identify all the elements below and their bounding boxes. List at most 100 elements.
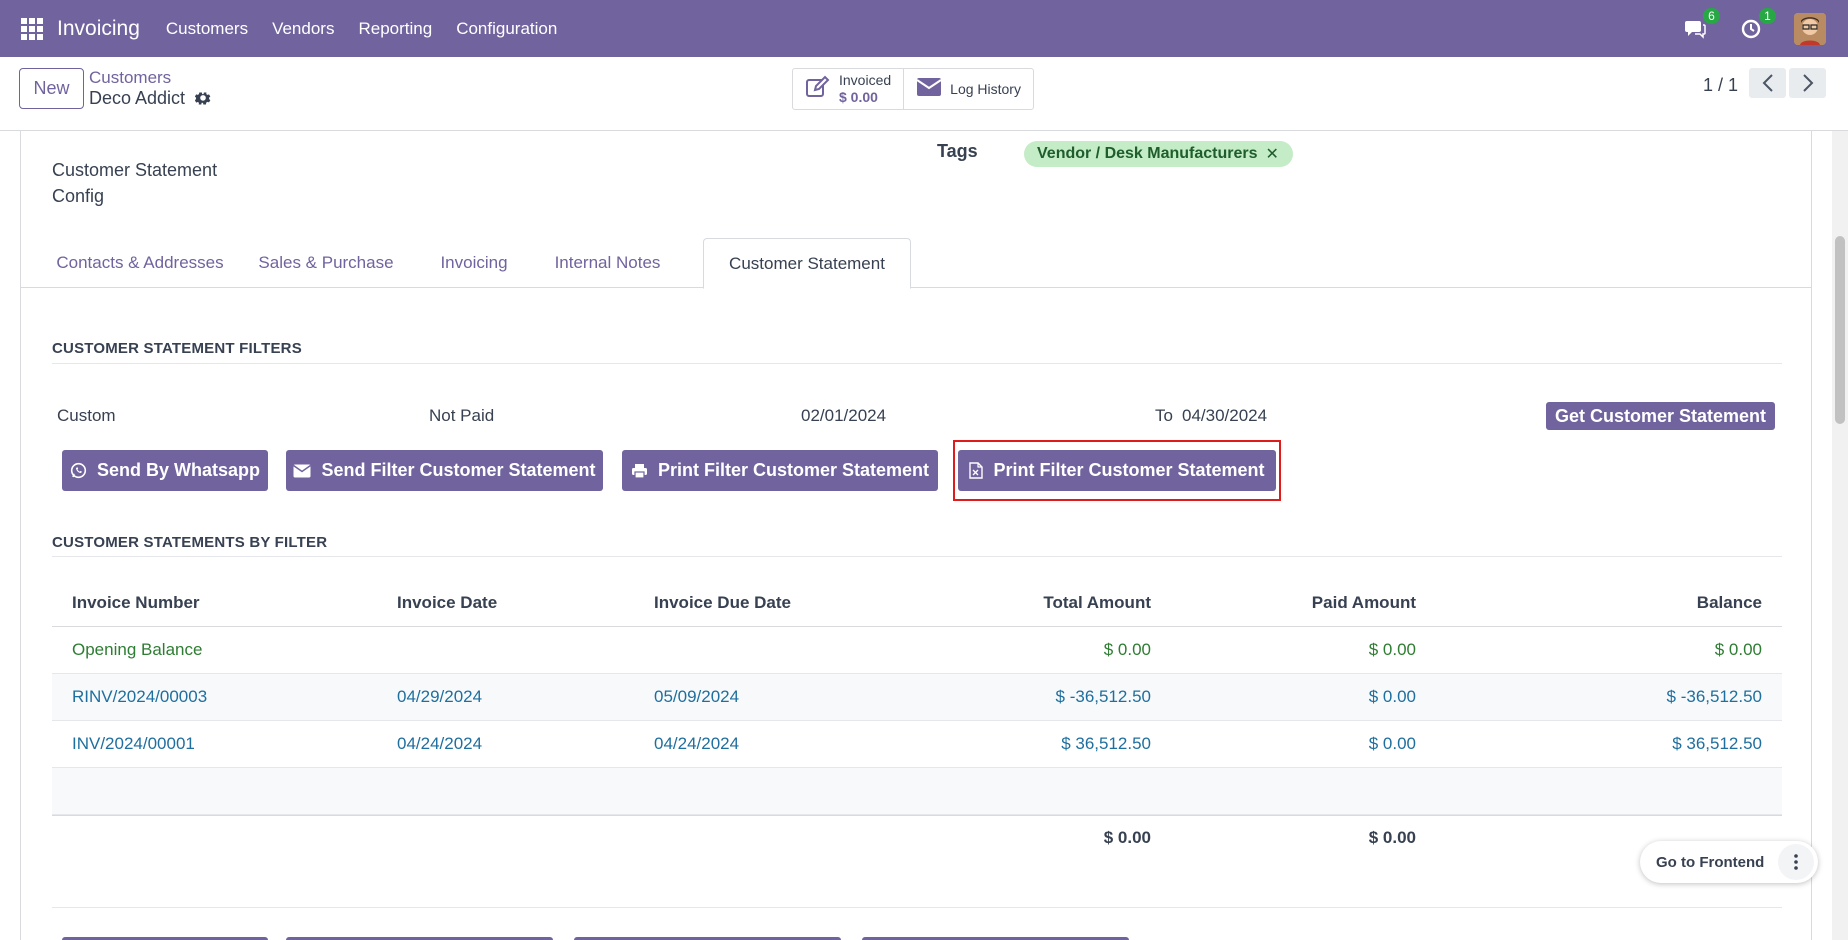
smart-buttons: Invoiced $ 0.00 Log History [792, 68, 1034, 110]
period-select[interactable]: Custom [57, 406, 116, 425]
cell-total-amount: $ 36,512.50 [1061, 734, 1151, 753]
tab-internal-notes[interactable]: Internal Notes [554, 253, 661, 272]
col-balance[interactable]: Balance [1696, 592, 1762, 612]
footer-total-amount: $ 0.00 [1103, 828, 1151, 847]
tab-contacts-addresses[interactable]: Contacts & Addresses [56, 253, 224, 272]
highlight-box [953, 440, 1281, 501]
tag-badge[interactable]: Vendor / Desk Manufacturers ✕ [1024, 141, 1293, 167]
send-by-whatsapp-button[interactable]: Send By Whatsapp [62, 450, 268, 491]
breadcrumb-current: Deco Addict [89, 88, 211, 109]
activities-clock-icon[interactable]: 1 [1738, 7, 1776, 42]
new-button[interactable]: New [19, 68, 84, 109]
table-empty-row [52, 768, 1782, 815]
col-invoice-date[interactable]: Invoice Date [397, 592, 498, 612]
bottom-action-button[interactable] [62, 937, 268, 940]
cell-balance: $ -36,512.50 [1666, 687, 1762, 706]
tags-label: Tags [937, 141, 978, 161]
invoiced-value: $ 0.00 [839, 89, 878, 105]
remove-tag-icon[interactable]: ✕ [1265, 146, 1279, 163]
go-to-frontend-widget: Go to Frontend [1640, 841, 1819, 883]
cell-paid-amount: $ 0.00 [1368, 640, 1416, 659]
table-row[interactable]: Opening Balance $ 0.00 $ 0.00 $ 0.00 [52, 627, 1782, 674]
excel-file-icon [969, 462, 984, 479]
form-sheet: Customer Statement Config Tags Vendor / … [20, 131, 1812, 940]
page-scrollbar[interactable] [1832, 131, 1848, 940]
app-name[interactable]: Invoicing [57, 16, 140, 40]
footer-paid-amount: $ 0.00 [1368, 828, 1416, 847]
table-header-row: Invoice Number Invoice Date Invoice Due … [52, 579, 1782, 627]
col-total-amount[interactable]: Total Amount [1043, 592, 1151, 612]
get-customer-statement-button[interactable]: Get Customer Statement [1546, 402, 1775, 430]
menu-customers[interactable]: Customers [165, 18, 249, 38]
table-row[interactable]: RINV/2024/00003 04/29/2024 05/09/2024 $ … [52, 674, 1782, 721]
user-avatar[interactable] [1794, 12, 1826, 45]
cell-total-amount: $ 0.00 [1103, 640, 1151, 659]
print-filter-customer-statement-pdf-label: Print Filter Customer Statement [657, 460, 930, 480]
date-to-label: To [1155, 406, 1173, 425]
print-filter-customer-statement-xls-button[interactable]: Print Filter Customer Statement [958, 450, 1276, 491]
whatsapp-icon [70, 462, 87, 479]
menu-configuration[interactable]: Configuration [456, 18, 558, 38]
print-filter-customer-statement-xls-label: Print Filter Customer Statement [993, 460, 1265, 480]
print-filter-customer-statement-pdf-button[interactable]: Print Filter Customer Statement [622, 450, 938, 491]
pager-next-button[interactable] [1789, 68, 1826, 98]
customer-statement-config-label-line1: Customer Statement [52, 160, 218, 180]
envelope-icon [293, 464, 312, 478]
envelope-icon [916, 77, 942, 102]
tag-label: Vendor / Desk Manufacturers [1037, 145, 1258, 162]
tab-sales-purchase[interactable]: Sales & Purchase [258, 253, 394, 272]
tab-invoicing[interactable]: Invoicing [440, 253, 508, 272]
printer-icon [631, 463, 648, 479]
bottom-action-button[interactable] [286, 937, 553, 940]
cell-invoice-due-date: 04/24/2024 [654, 734, 740, 753]
cell-invoice-number: Opening Balance [72, 640, 203, 659]
messages-icon[interactable]: 6 [1682, 7, 1720, 42]
gear-icon[interactable] [195, 91, 211, 107]
cell-balance: $ 36,512.50 [1672, 734, 1762, 753]
more-options-icon[interactable] [1778, 844, 1815, 880]
filters-divider [52, 363, 1782, 364]
cell-total-amount: $ -36,512.50 [1055, 687, 1151, 706]
col-invoice-due-date[interactable]: Invoice Due Date [654, 592, 791, 612]
bottom-divider [52, 907, 1782, 908]
log-history-smart-button[interactable]: Log History [903, 69, 1033, 109]
cell-paid-amount: $ 0.00 [1368, 734, 1416, 753]
customer-statement-config-label-line2: Config [52, 186, 105, 206]
messages-count-badge: 6 [1703, 7, 1720, 24]
date-from-field[interactable]: 02/01/2024 [801, 406, 887, 425]
apps-menu-icon[interactable] [21, 17, 43, 40]
cell-invoice-date: 04/24/2024 [397, 734, 483, 753]
notebook-tabs: Contacts & Addresses Sales & Purchase In… [21, 238, 1811, 289]
pager-value[interactable]: 1 / 1 [1703, 75, 1739, 95]
menu-reporting[interactable]: Reporting [358, 18, 433, 38]
invoiced-smart-button[interactable]: Invoiced $ 0.00 [793, 69, 903, 109]
pager-previous-button[interactable] [1749, 68, 1786, 98]
bottom-action-button[interactable] [574, 937, 841, 940]
col-paid-amount[interactable]: Paid Amount [1311, 592, 1416, 612]
top-navbar: Invoicing Customers Vendors Reporting Co… [0, 0, 1848, 57]
table-row[interactable]: INV/2024/00001 04/24/2024 04/24/2024 $ 3… [52, 721, 1782, 768]
cell-invoice-date: 04/29/2024 [397, 687, 483, 706]
table-footer-row: $ 0.00 $ 0.00 [52, 815, 1782, 860]
control-panel: New Customers Deco Addict Invoiced $ 0.0… [0, 57, 1848, 131]
date-to-field[interactable]: 04/30/2024 [1182, 406, 1268, 425]
edit-invoice-icon [805, 75, 831, 104]
bottom-action-button[interactable] [862, 937, 1129, 940]
log-history-label: Log History [950, 80, 1021, 97]
statements-section-title: CUSTOMER STATEMENTS BY FILTER [52, 534, 328, 551]
payment-state-select[interactable]: Not Paid [429, 406, 495, 425]
filters-section-title: CUSTOMER STATEMENT FILTERS [52, 340, 302, 357]
cell-invoice-number[interactable]: RINV/2024/00003 [72, 687, 208, 706]
cell-invoice-number[interactable]: INV/2024/00001 [72, 734, 195, 753]
menu-vendors[interactable]: Vendors [272, 18, 335, 38]
scrollbar-thumb[interactable] [1835, 236, 1845, 424]
send-by-whatsapp-label: Send By Whatsapp [96, 460, 261, 480]
col-invoice-number[interactable]: Invoice Number [72, 592, 200, 612]
go-to-frontend-button[interactable]: Go to Frontend [1656, 853, 1765, 871]
breadcrumb-customers[interactable]: Customers [89, 68, 172, 87]
tab-customer-statement[interactable]: Customer Statement [703, 238, 911, 289]
invoiced-label: Invoiced [839, 72, 892, 88]
statements-table: Invoice Number Invoice Date Invoice Due … [52, 579, 1782, 860]
send-filter-customer-statement-button[interactable]: Send Filter Customer Statement [286, 450, 603, 491]
activities-count-badge: 1 [1759, 7, 1776, 24]
